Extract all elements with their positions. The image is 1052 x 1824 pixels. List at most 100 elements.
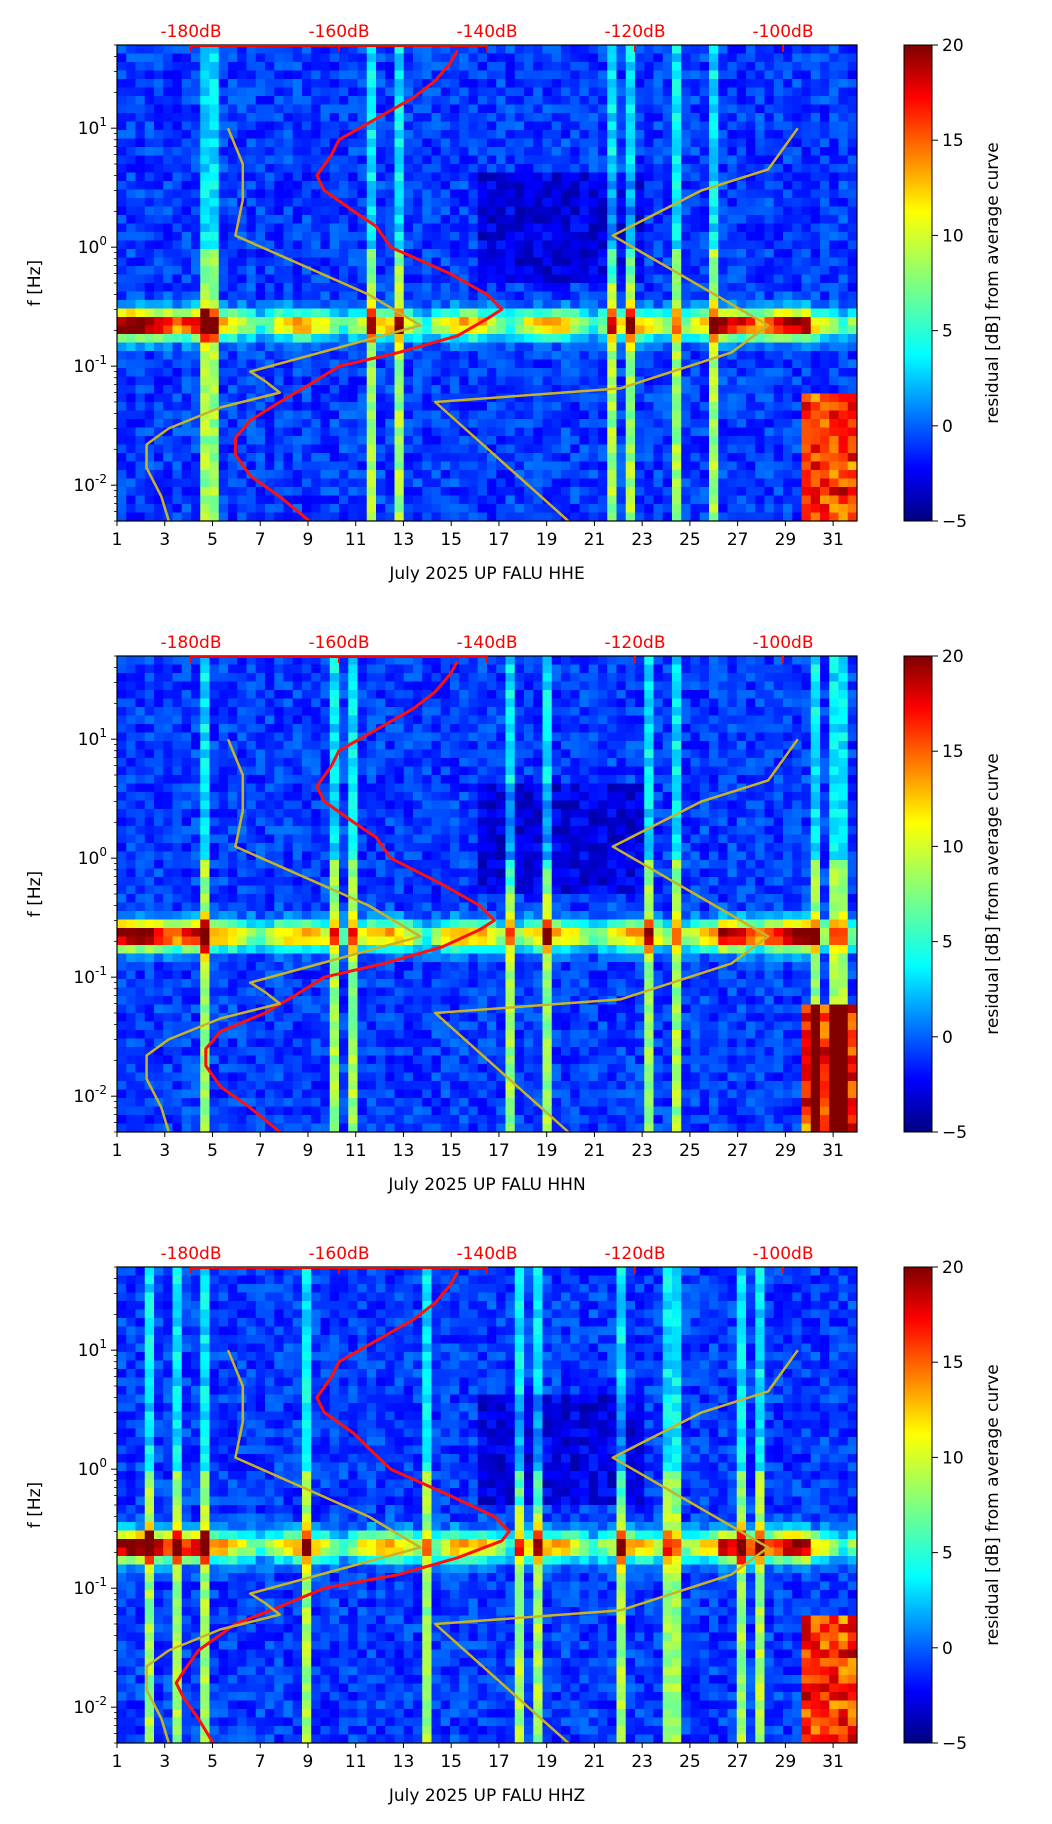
heatmap-cell <box>404 479 414 488</box>
heatmap-cell <box>524 122 534 131</box>
heatmap-cell <box>145 113 155 122</box>
heatmap-cell <box>765 139 775 148</box>
heatmap-cell <box>746 343 756 352</box>
heatmap-cell <box>136 724 146 733</box>
heatmap-cell <box>163 181 173 190</box>
heatmap-cell <box>598 300 608 309</box>
heatmap-cell <box>385 479 395 488</box>
heatmap-cell <box>145 309 155 318</box>
heatmap-cell <box>422 453 432 462</box>
heatmap-cell <box>848 190 858 199</box>
heatmap-cell <box>293 300 303 309</box>
heatmap-cell <box>450 113 460 122</box>
heatmap-cell <box>154 470 164 479</box>
heatmap-cell <box>311 96 321 105</box>
heatmap-cell <box>654 411 664 420</box>
heatmap-cell <box>718 88 728 97</box>
heatmap-cell <box>404 207 414 216</box>
heatmap-cell <box>228 504 238 513</box>
heatmap-cell <box>219 147 229 156</box>
heatmap-cell <box>552 79 562 88</box>
heatmap-cell <box>848 45 858 54</box>
heatmap-cell <box>265 190 275 199</box>
heatmap-cell <box>441 462 451 471</box>
heatmap-cell <box>145 351 155 360</box>
heatmap-cell <box>274 470 284 479</box>
heatmap-cell <box>580 79 590 88</box>
heatmap-cell <box>820 249 830 258</box>
heatmap-cell <box>820 496 830 505</box>
heatmap-cell <box>570 198 580 207</box>
heatmap-cell <box>321 428 331 437</box>
heatmap-cell <box>635 54 645 63</box>
heatmap-cell <box>774 496 784 505</box>
heatmap-cell <box>367 419 377 428</box>
heatmap-cell <box>126 954 136 963</box>
heatmap-cell <box>117 317 127 326</box>
heatmap-cell <box>367 402 377 411</box>
heatmap-cell <box>718 45 728 54</box>
heatmap-cell <box>700 402 710 411</box>
heatmap-cell <box>136 139 146 148</box>
heatmap-cell <box>635 130 645 139</box>
heatmap-cell <box>737 283 747 292</box>
heatmap-cell <box>126 945 136 954</box>
heatmap-cell <box>173 207 183 216</box>
heatmap-cell <box>441 224 451 233</box>
heatmap-cell <box>163 1090 173 1099</box>
heatmap-cell <box>765 470 775 479</box>
heatmap-cell <box>117 249 127 258</box>
heatmap-cell <box>598 317 608 326</box>
heatmap-cell <box>644 79 654 88</box>
heatmap-cell <box>413 428 423 437</box>
heatmap-cell <box>237 496 247 505</box>
heatmap-cell <box>848 411 858 420</box>
heatmap-cell <box>570 266 580 275</box>
heatmap-cell <box>533 232 543 241</box>
heatmap-cell <box>237 258 247 267</box>
heatmap-cell <box>126 758 136 767</box>
heatmap-cell <box>737 96 747 105</box>
heatmap-cell <box>718 283 728 292</box>
heatmap-cell <box>432 470 442 479</box>
heatmap-cell <box>718 360 728 369</box>
heatmap-cell <box>367 96 377 105</box>
heatmap-cell <box>459 496 469 505</box>
heatmap-cell <box>811 156 821 165</box>
heatmap-cell <box>210 351 220 360</box>
heatmap-cell <box>487 470 497 479</box>
heatmap-cell <box>163 385 173 394</box>
heatmap-cell <box>496 411 506 420</box>
heatmap-cell <box>117 869 127 878</box>
heatmap-cell <box>191 470 201 479</box>
heatmap-cell <box>413 394 423 403</box>
heatmap-cell <box>126 869 136 878</box>
heatmap-cell <box>561 419 571 428</box>
heatmap-cell <box>200 283 210 292</box>
heatmap-cell <box>848 436 858 445</box>
heatmap-cell <box>191 139 201 148</box>
heatmap-cell <box>376 377 386 386</box>
heatmap-cell <box>654 428 664 437</box>
heatmap-cell <box>191 198 201 207</box>
heatmap-cell <box>145 377 155 386</box>
heatmap-cell <box>154 920 164 929</box>
heatmap-cell <box>765 394 775 403</box>
heatmap-cell <box>163 758 173 767</box>
heatmap-cell <box>459 258 469 267</box>
heatmap-cell <box>811 241 821 250</box>
heatmap-cell <box>709 360 719 369</box>
heatmap-cell <box>681 462 691 471</box>
heatmap-cell <box>210 513 220 522</box>
heatmap-cell <box>700 504 710 513</box>
heatmap-cell <box>385 258 395 267</box>
heatmap-cell <box>589 360 599 369</box>
heatmap-cell <box>848 224 858 233</box>
heatmap-cell <box>783 351 793 360</box>
heatmap-cell <box>783 283 793 292</box>
heatmap-cell <box>459 300 469 309</box>
heatmap-cell <box>561 394 571 403</box>
heatmap-cell <box>210 453 220 462</box>
heatmap-cell <box>330 249 340 258</box>
heatmap-cell <box>126 326 136 335</box>
